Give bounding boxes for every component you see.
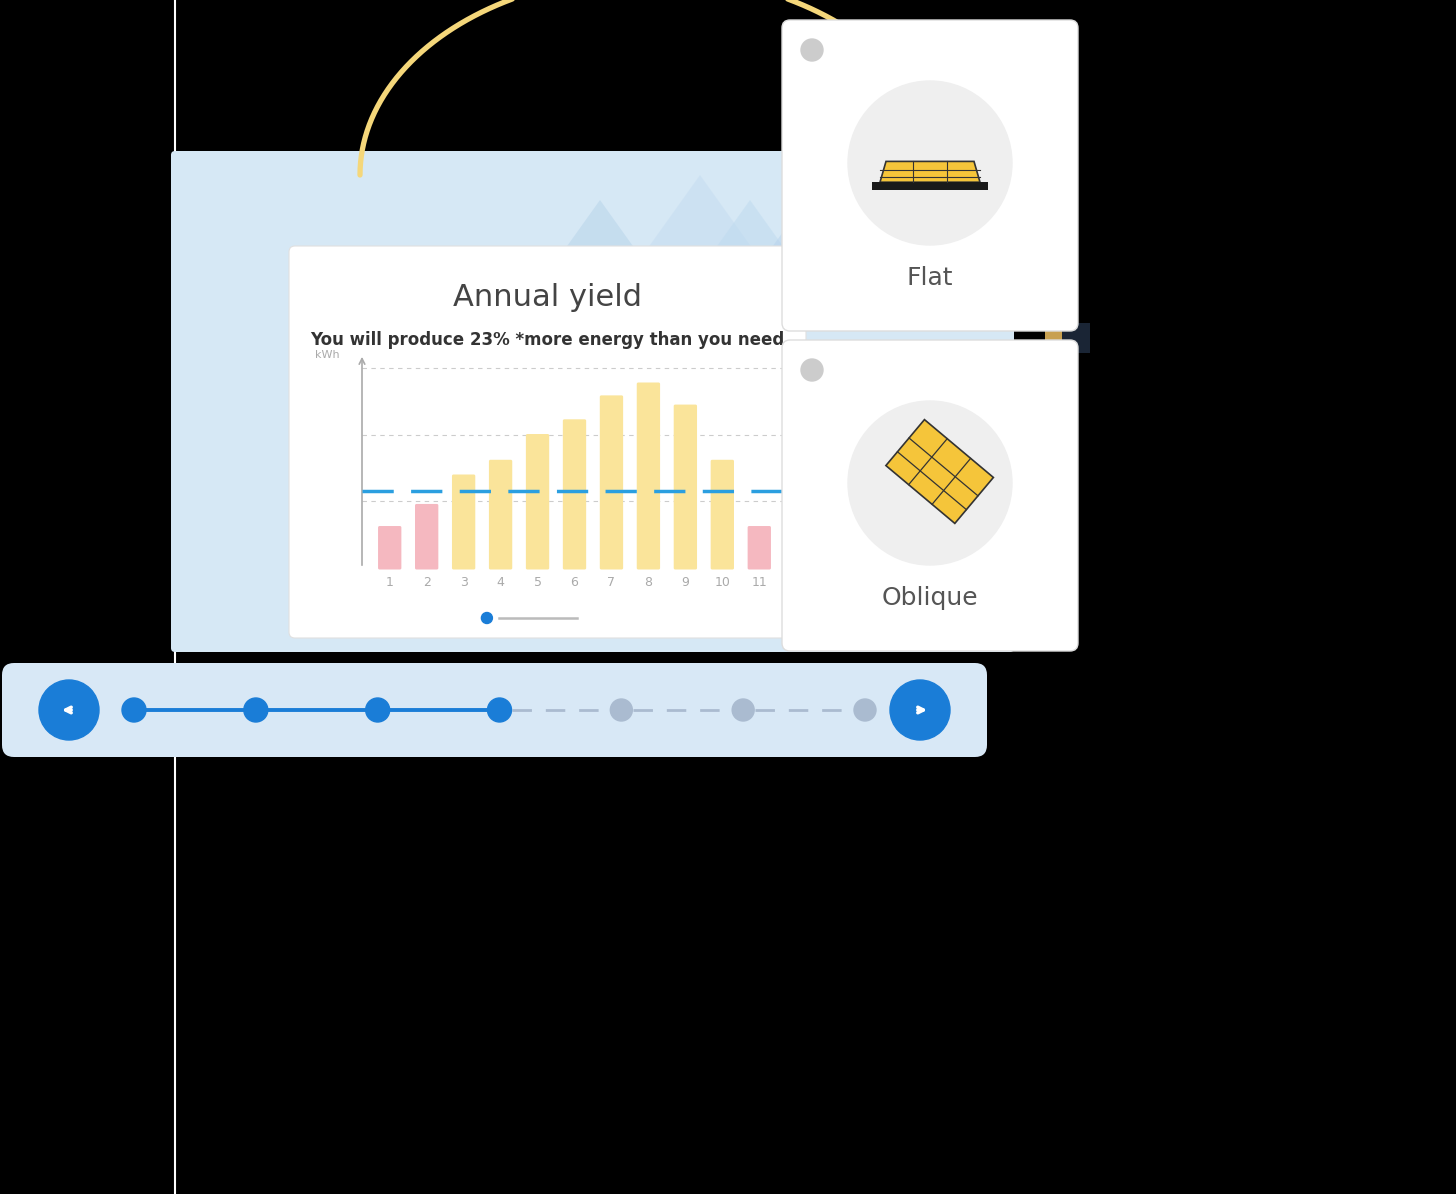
FancyBboxPatch shape	[711, 460, 734, 570]
Circle shape	[122, 698, 146, 722]
FancyBboxPatch shape	[451, 474, 475, 570]
Text: 1: 1	[386, 576, 393, 589]
Text: Oblique: Oblique	[882, 586, 978, 610]
FancyBboxPatch shape	[489, 460, 513, 570]
Polygon shape	[826, 210, 914, 273]
Text: 10: 10	[715, 576, 731, 589]
Circle shape	[243, 698, 268, 722]
Circle shape	[610, 698, 632, 721]
FancyBboxPatch shape	[170, 150, 1013, 652]
FancyBboxPatch shape	[782, 20, 1077, 331]
Circle shape	[890, 681, 949, 740]
Circle shape	[488, 698, 511, 722]
Polygon shape	[770, 180, 871, 250]
FancyBboxPatch shape	[526, 435, 549, 570]
Polygon shape	[872, 183, 989, 190]
FancyBboxPatch shape	[600, 395, 623, 570]
Polygon shape	[645, 176, 756, 252]
Polygon shape	[885, 419, 993, 523]
Polygon shape	[530, 201, 670, 298]
Circle shape	[39, 681, 99, 740]
Polygon shape	[684, 201, 815, 291]
Circle shape	[801, 359, 823, 381]
Polygon shape	[1045, 324, 1061, 353]
Polygon shape	[1060, 324, 1091, 353]
Circle shape	[365, 698, 390, 722]
Text: You will produce 23% *more energy than you need: You will produce 23% *more energy than y…	[310, 331, 785, 349]
Text: 9: 9	[681, 576, 689, 589]
FancyBboxPatch shape	[1, 663, 987, 757]
FancyBboxPatch shape	[415, 504, 438, 570]
FancyBboxPatch shape	[563, 419, 587, 570]
Circle shape	[482, 613, 492, 623]
Circle shape	[801, 39, 823, 61]
Text: 3: 3	[460, 576, 467, 589]
FancyBboxPatch shape	[636, 382, 660, 570]
FancyBboxPatch shape	[288, 246, 807, 638]
Text: 7: 7	[607, 576, 616, 589]
Circle shape	[732, 698, 754, 721]
Text: Flat: Flat	[907, 266, 954, 290]
Text: 5: 5	[533, 576, 542, 589]
Text: 11: 11	[751, 576, 767, 589]
FancyBboxPatch shape	[747, 527, 770, 570]
FancyBboxPatch shape	[379, 527, 402, 570]
Text: 4: 4	[496, 576, 505, 589]
Text: kWh: kWh	[316, 350, 341, 361]
Text: 2: 2	[422, 576, 431, 589]
Circle shape	[847, 81, 1012, 245]
Polygon shape	[879, 161, 980, 183]
FancyBboxPatch shape	[674, 405, 697, 570]
Polygon shape	[900, 201, 980, 256]
Text: Annual yield: Annual yield	[453, 283, 642, 312]
Circle shape	[855, 698, 877, 721]
Text: 6: 6	[571, 576, 578, 589]
Text: 8: 8	[645, 576, 652, 589]
Circle shape	[847, 401, 1012, 565]
FancyBboxPatch shape	[782, 340, 1077, 651]
